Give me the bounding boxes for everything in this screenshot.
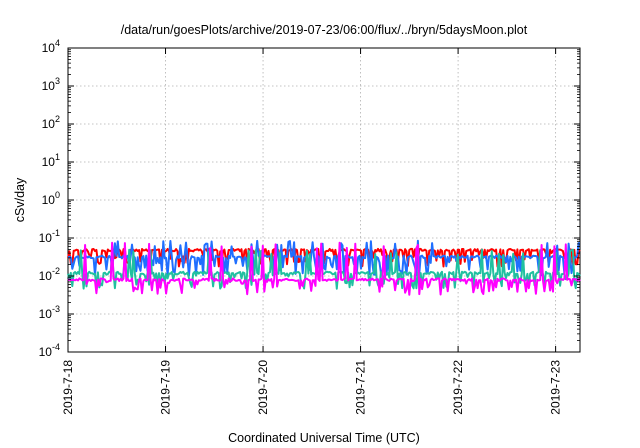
y-axis-label: cSv/day: [13, 177, 27, 222]
grid: [68, 48, 580, 352]
chart-title: /data/run/goesPlots/archive/2019-07-23/0…: [121, 23, 528, 37]
x-tick-label: 2019-7-21: [354, 360, 368, 415]
y-tick-label: 102: [42, 114, 60, 131]
x-tick-label: 2019-7-23: [549, 360, 563, 415]
y-tick-label: 101: [42, 152, 60, 169]
y-tick-label: 10-1: [39, 228, 60, 245]
series-line-2: [67, 239, 580, 277]
y-tick-label: 104: [42, 38, 60, 55]
y-tick-label: 103: [42, 76, 60, 93]
y-axis: 10-4 10-3 10-2 10-1 100 101 102 103 104: [39, 38, 580, 359]
series-group: [67, 239, 581, 296]
x-axis: 2019-7-18 2019-7-19 2019-7-20 2019-7-21 2019…: [61, 48, 563, 415]
y-tick-label: 100: [42, 190, 60, 207]
y-tick-label: 10-2: [39, 266, 60, 283]
series-line-4: [67, 241, 581, 296]
y-tick-label: 10-3: [39, 304, 60, 321]
x-axis-label: Coordinated Universal Time (UTC): [228, 431, 420, 445]
x-tick-label: 2019-7-20: [256, 360, 270, 415]
x-tick-label: 2019-7-19: [159, 360, 173, 415]
y-tick-label: 10-4: [39, 342, 60, 359]
x-tick-label: 2019-7-18: [61, 360, 75, 415]
x-tick-label: 2019-7-22: [451, 360, 465, 415]
